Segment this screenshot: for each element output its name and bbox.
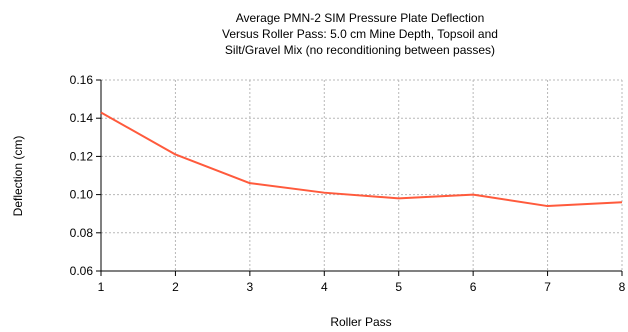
y-axis-ticks: 0.06 0.08 0.10 0.12 0.14 0.16 xyxy=(70,73,101,278)
x-tick-label: 6 xyxy=(470,280,477,294)
y-tick-label: 0.12 xyxy=(70,149,94,163)
y-tick-label: 0.06 xyxy=(70,264,94,278)
x-tick-label: 4 xyxy=(321,280,328,294)
y-tick-label: 0.16 xyxy=(70,73,94,87)
grid xyxy=(101,79,623,271)
x-axis-label: Roller Pass xyxy=(330,315,391,329)
series-group xyxy=(100,111,623,208)
x-tick-label: 5 xyxy=(395,280,402,294)
chart-title-line-2: Versus Roller Pass: 5.0 cm Mine Depth, T… xyxy=(222,27,498,41)
x-tick-label: 7 xyxy=(544,280,551,294)
chart-title: Average PMN-2 SIM Pressure Plate Deflect… xyxy=(222,11,498,57)
chart-title-line-1: Average PMN-2 SIM Pressure Plate Deflect… xyxy=(236,11,485,25)
x-axis-ticks: 1 2 3 4 5 6 7 8 xyxy=(98,271,626,294)
x-tick-label: 1 xyxy=(98,280,105,294)
x-tick-label: 3 xyxy=(247,280,254,294)
axes xyxy=(100,80,622,272)
y-axis-label: Deflection (cm) xyxy=(11,136,25,217)
y-tick-label: 0.14 xyxy=(70,111,94,125)
y-tick-label: 0.08 xyxy=(70,226,94,240)
series-line xyxy=(100,111,623,208)
x-tick-label: 8 xyxy=(619,280,626,294)
x-tick-label: 2 xyxy=(172,280,179,294)
chart-title-line-3: Silt/Gravel Mix (no reconditioning betwe… xyxy=(225,43,495,57)
y-tick-label: 0.10 xyxy=(70,188,94,202)
